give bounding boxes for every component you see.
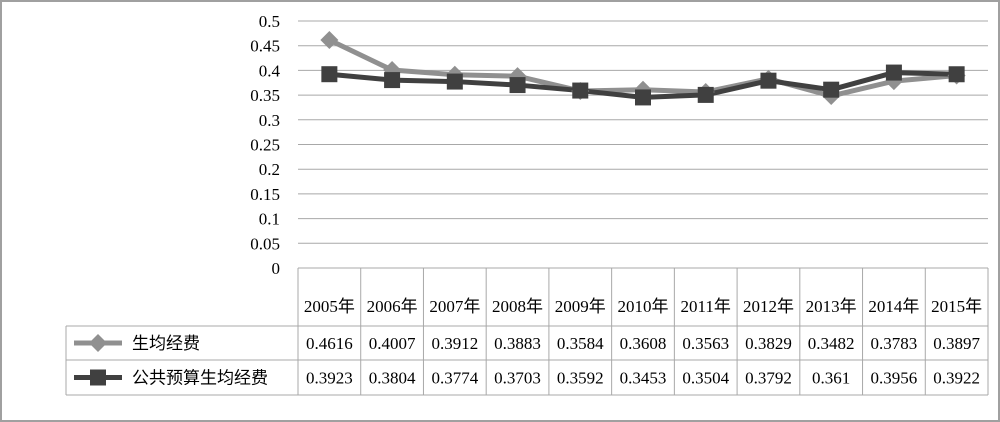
y-tick-label: 0.1 xyxy=(259,210,280,229)
x-category-label: 2014年 xyxy=(868,297,919,316)
table-cell-value: 0.3584 xyxy=(557,334,604,353)
table-cell-value: 0.4616 xyxy=(306,334,353,353)
table-cell-value: 0.3592 xyxy=(557,369,604,388)
y-tick-label: 0.4 xyxy=(259,61,281,80)
data-point-square xyxy=(321,66,338,83)
table-cell-value: 0.4007 xyxy=(369,334,416,353)
table-cell-value: 0.3922 xyxy=(933,369,980,388)
table-cell-value: 0.3883 xyxy=(494,334,541,353)
legend-label: 公共预算生均经费 xyxy=(132,369,268,388)
table-cell-value: 0.3912 xyxy=(431,334,478,353)
x-category-label: 2015年 xyxy=(931,297,982,316)
table-cell-value: 0.3608 xyxy=(620,334,667,353)
table-cell-value: 0.3792 xyxy=(745,369,792,388)
data-point-square xyxy=(760,72,777,89)
y-tick-label: 0.35 xyxy=(250,86,280,105)
y-tick-label: 0.25 xyxy=(250,136,280,155)
y-tick-label: 0.5 xyxy=(259,12,280,31)
table-cell-value: 0.3453 xyxy=(620,369,667,388)
data-point-square xyxy=(509,77,526,94)
data-point-diamond xyxy=(320,30,339,49)
y-tick-label: 0 xyxy=(272,259,281,278)
x-category-label: 2009年 xyxy=(555,297,606,316)
table-cell-value: 0.3504 xyxy=(682,369,729,388)
y-tick-label: 0.3 xyxy=(259,111,280,130)
table-cell-value: 0.3783 xyxy=(871,334,918,353)
table-cell-value: 0.3829 xyxy=(745,334,792,353)
data-point-square xyxy=(384,72,401,89)
table-cell-value: 0.3923 xyxy=(306,369,353,388)
data-point-square xyxy=(948,66,965,83)
y-tick-label: 0.15 xyxy=(250,185,280,204)
x-category-label: 2012年 xyxy=(743,297,794,316)
table-cell-value: 0.3804 xyxy=(369,369,416,388)
table-cell-value: 0.361 xyxy=(812,369,850,388)
x-category-label: 2008年 xyxy=(492,297,543,316)
data-point-square xyxy=(446,73,463,90)
x-category-label: 2011年 xyxy=(681,297,731,316)
data-point-square xyxy=(90,369,106,386)
data-point-square xyxy=(885,64,902,81)
data-point-diamond xyxy=(89,334,107,352)
table-cell-value: 0.3703 xyxy=(494,369,541,388)
table-cell-value: 0.3956 xyxy=(871,369,918,388)
table-cell-value: 0.3897 xyxy=(933,334,980,353)
y-tick-label: 0.2 xyxy=(259,160,280,179)
x-category-label: 2007年 xyxy=(429,297,480,316)
x-category-label: 2010年 xyxy=(618,297,669,316)
y-tick-label: 0.05 xyxy=(250,234,280,253)
table-cell-value: 0.3563 xyxy=(682,334,729,353)
legend-label: 生均经费 xyxy=(132,334,200,353)
data-point-square xyxy=(572,82,589,99)
table-cell-value: 0.3774 xyxy=(431,369,478,388)
table-cell-value: 0.3482 xyxy=(808,334,855,353)
data-point-square xyxy=(823,81,840,98)
y-tick-label: 0.45 xyxy=(250,37,280,56)
data-point-square xyxy=(697,86,714,103)
data-point-square xyxy=(635,89,651,106)
x-category-label: 2013年 xyxy=(806,297,857,316)
x-category-label: 2005年 xyxy=(304,297,355,316)
x-category-label: 2006年 xyxy=(367,297,418,316)
